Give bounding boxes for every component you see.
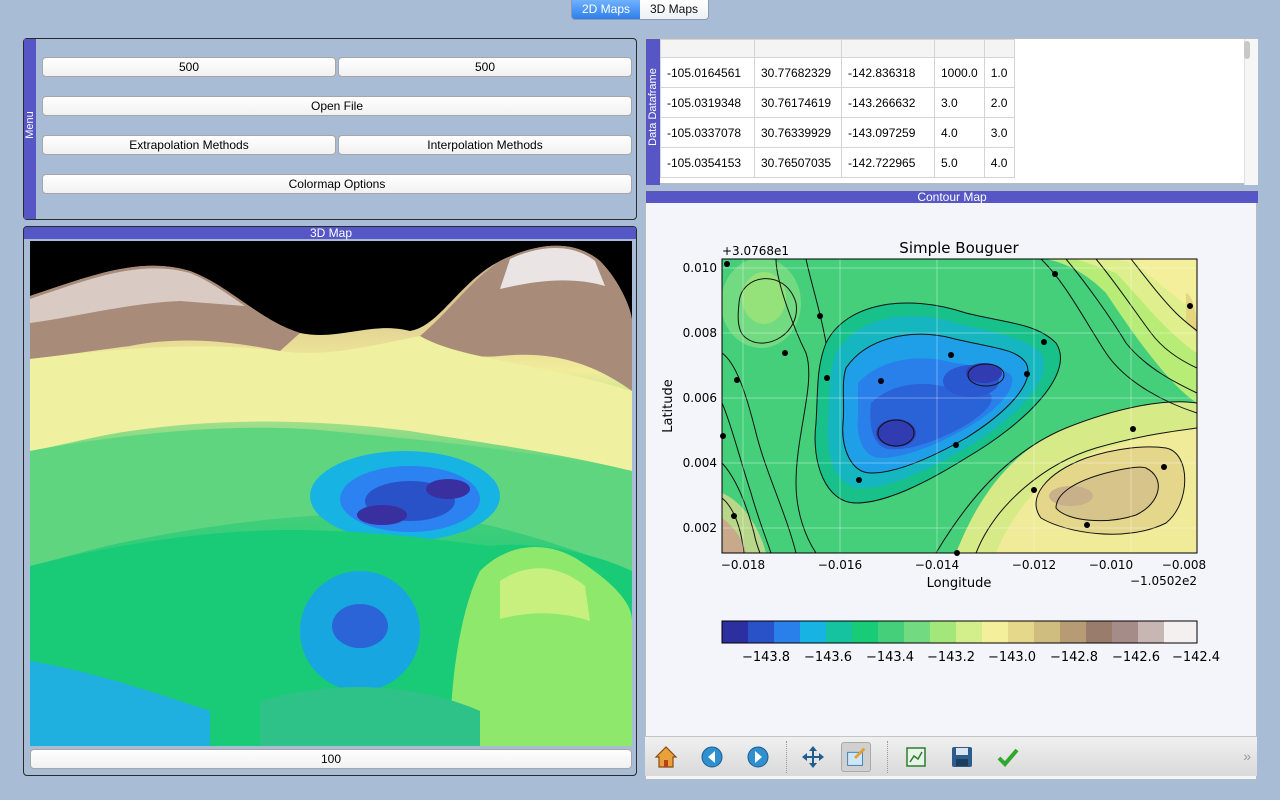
y-offset-label: +3.0768e1 [722,244,789,258]
grid-y-field[interactable]: 500 [338,57,632,77]
menu-strip: Menu [24,39,36,219]
home-icon[interactable] [651,742,681,772]
dataframe-panel: Data Dataframe -105.0164561 30.77682329 … [645,38,1258,185]
dataframe-strip-label: Data Dataframe [647,68,659,146]
plot-frame [721,258,1198,554]
x-tick: −0.012 [1012,558,1056,572]
menu-panel: Menu 500 500 Open File Extrapolation Met… [23,38,637,220]
toolbar-overflow-icon[interactable]: » [1243,748,1251,764]
y-tick: 0.008 [683,326,717,340]
y-tick-labels: 0.010 0.008 0.006 0.004 0.002 [683,261,717,535]
table-row[interactable]: -105.0164561 30.77682329 -142.836318 100… [660,57,1015,88]
y-tick: 0.010 [683,261,717,275]
colorbar [721,620,1198,644]
colorbar-tick: −143.4 [866,650,914,665]
contour-panel: Contour Map Simple Bouguer +3.0768e1 [645,190,1258,780]
y-tick: 0.002 [683,521,717,535]
x-axis-label: Longitude [927,576,992,591]
plot-toolbar: » [645,736,1257,776]
x-tick: −0.010 [1089,558,1133,572]
interpolation-methods-button[interactable]: Interpolation Methods [338,135,632,155]
colorbar-tick: −143.8 [742,650,790,665]
table-row[interactable]: -105.0354153 30.76507035 -142.722965 5.0… [660,147,1015,178]
table-row[interactable]: -105.0319348 30.76174619 -143.266632 3.0… [660,87,1015,118]
colorbar-tick: −142.6 [1112,650,1160,665]
colorbar-tick: −143.0 [988,650,1036,665]
plot-title: Simple Bouguer [899,239,1019,257]
toolbar-separator [786,741,787,773]
table-header-row [660,39,1015,58]
surface-value-field[interactable]: 100 [30,749,632,769]
dataframe-table: -105.0164561 30.77682329 -142.836318 100… [660,39,1015,178]
contour-figure[interactable]: Simple Bouguer +3.0768e1 [646,203,1258,748]
check-icon[interactable] [993,742,1023,772]
tab-bar: 2D Maps 3D Maps [0,0,1280,20]
map3d-title: 3D Map [24,227,636,239]
plot-grid [722,259,1197,553]
contour-panel-title: Contour Map [646,191,1258,203]
configure-subplots-icon[interactable] [901,742,931,772]
extrapolation-methods-button[interactable]: Extrapolation Methods [42,135,336,155]
open-file-button[interactable]: Open File [42,96,632,116]
map3d-panel: 3D Map [23,226,637,776]
colorbar-tick: −143.6 [804,650,852,665]
forward-icon[interactable] [743,742,773,772]
toolbar-separator [887,741,888,773]
y-axis-label: Latitude [661,379,676,433]
x-tick: −0.018 [721,558,765,572]
x-tick: −0.008 [1162,558,1206,572]
y-tick: 0.004 [683,456,717,470]
menu-strip-label: Menu [24,111,36,139]
zoom-button[interactable] [841,742,871,772]
y-tick: 0.006 [683,391,717,405]
colorbar-tick: −143.2 [927,650,975,665]
colorbar-tick: −142.4 [1172,650,1220,665]
back-icon[interactable] [697,742,727,772]
contour-lines [722,259,1197,553]
colorbar-tick: −142.8 [1050,650,1098,665]
colorbar-tick-labels: −143.8 −143.6 −143.4 −143.2 −143.0 −142.… [742,650,1220,665]
dataframe-scroll-thumb[interactable] [1244,41,1250,59]
tab-3d-maps[interactable]: 3D Maps [640,0,709,19]
grid-x-field[interactable]: 500 [42,57,336,77]
save-icon[interactable] [947,742,977,772]
sample-points [720,261,1193,556]
x-tick-labels: −0.018 −0.016 −0.014 −0.012 −0.010 −0.00… [721,558,1206,572]
x-tick: −0.016 [818,558,862,572]
dataframe-strip: Data Dataframe [646,39,660,185]
dataframe-scrollbar[interactable] [1244,39,1258,185]
tab-group: 2D Maps 3D Maps [570,0,710,20]
contour-fill [722,259,1197,553]
x-tick: −0.014 [915,558,959,572]
x-offset-label: −1.0502e2 [1130,574,1197,588]
pan-icon[interactable] [798,742,828,772]
zoom-icon [847,747,866,766]
colormap-options-button[interactable]: Colormap Options [42,174,632,194]
tab-2d-maps[interactable]: 2D Maps [571,0,640,19]
table-row[interactable]: -105.0337078 30.76339929 -143.097259 4.0… [660,117,1015,148]
map3d-surface[interactable] [30,241,632,746]
